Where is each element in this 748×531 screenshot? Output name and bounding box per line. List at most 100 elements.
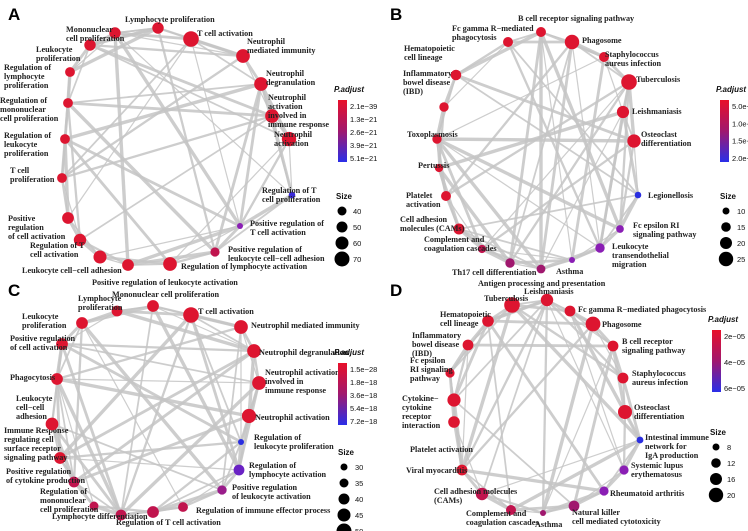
- node[interactable]: Lymphocyte proliferation: [125, 15, 215, 34]
- node[interactable]: Positive regulation of cell activation: [8, 212, 74, 241]
- node[interactable]: Phagosome: [585, 316, 642, 332]
- node-circle[interactable]: [569, 257, 575, 263]
- node-circle[interactable]: [462, 339, 474, 351]
- node-circle[interactable]: [68, 476, 80, 488]
- node[interactable]: Positive regulation of T cell activation: [237, 219, 324, 237]
- node[interactable]: Regulation of lymphocyte proliferation: [4, 63, 75, 90]
- node[interactable]: Platelet activation: [410, 416, 473, 454]
- node-circle[interactable]: [439, 102, 449, 112]
- node-circle[interactable]: [536, 27, 546, 37]
- node-circle[interactable]: [281, 131, 297, 147]
- node-circle[interactable]: [210, 247, 220, 257]
- node[interactable]: Systemic lupus erythematosus: [619, 461, 683, 479]
- node-circle[interactable]: [109, 27, 121, 39]
- node-circle[interactable]: [504, 297, 520, 313]
- node-circle[interactable]: [54, 452, 66, 464]
- node-circle[interactable]: [540, 293, 554, 307]
- node[interactable]: Leukocyte proliferation: [36, 39, 96, 63]
- node-circle[interactable]: [93, 250, 107, 264]
- node-circle[interactable]: [76, 317, 88, 329]
- node-circle[interactable]: [434, 163, 444, 173]
- node[interactable]: Lymphocyte proliferation: [78, 294, 123, 317]
- node-circle[interactable]: [636, 436, 644, 444]
- node[interactable]: Regulation of leukocyte proliferation: [238, 433, 334, 451]
- node-circle[interactable]: [238, 439, 244, 445]
- node[interactable]: Complement and coagulation cascades: [466, 505, 539, 527]
- node-circle[interactable]: [252, 376, 266, 390]
- node-circle[interactable]: [236, 49, 250, 63]
- node[interactable]: Mononuclear cell proliferation: [66, 25, 125, 43]
- node-circle[interactable]: [247, 344, 261, 358]
- node-circle[interactable]: [627, 134, 641, 148]
- node-circle[interactable]: [505, 258, 515, 268]
- node-circle[interactable]: [585, 316, 601, 332]
- node[interactable]: Regulation of T cell activation: [116, 506, 221, 527]
- node[interactable]: B cell receptor signaling pathway: [518, 14, 635, 37]
- node[interactable]: Osteoclast differentiation: [627, 130, 692, 148]
- node[interactable]: Cytokine− cytokine receptor interaction: [402, 393, 461, 430]
- node[interactable]: Leukocyte cell−cell adhesion: [22, 250, 122, 275]
- node-circle[interactable]: [56, 338, 68, 350]
- node-circle[interactable]: [84, 39, 96, 51]
- node[interactable]: Neutrophil degranulation: [247, 344, 349, 358]
- node-circle[interactable]: [234, 320, 248, 334]
- node[interactable]: Viral myocarditis: [406, 464, 468, 476]
- node-circle[interactable]: [564, 305, 576, 317]
- node[interactable]: Hematopoietic cell lineage: [440, 310, 494, 328]
- node-circle[interactable]: [183, 31, 199, 47]
- node[interactable]: Antigen processing and presentation: [478, 264, 606, 288]
- node[interactable]: Tuberculosis: [484, 294, 528, 313]
- node-circle[interactable]: [265, 109, 279, 123]
- node-circle[interactable]: [477, 244, 487, 254]
- node[interactable]: Regulation of lymphocyte activation: [163, 257, 308, 271]
- node-circle[interactable]: [217, 485, 227, 495]
- node-circle[interactable]: [447, 393, 461, 407]
- node-circle[interactable]: [233, 464, 245, 476]
- node[interactable]: Toxoplasmosis: [407, 130, 458, 144]
- node[interactable]: Leishmaniasis: [524, 287, 574, 307]
- node[interactable]: Staphylococcus aureus infection: [617, 369, 689, 387]
- node-circle[interactable]: [621, 74, 637, 90]
- node[interactable]: Tuberculosis: [621, 74, 680, 90]
- node[interactable]: Phagosome: [564, 34, 622, 50]
- node-circle[interactable]: [540, 510, 546, 516]
- node[interactable]: Cell adhesion molecules (CAMs): [434, 487, 517, 505]
- node[interactable]: Leukocyte transendothelial migration: [595, 242, 670, 269]
- node[interactable]: Rheumatoid arthritis: [599, 486, 684, 498]
- node[interactable]: Leishmaniasis: [616, 105, 682, 119]
- node[interactable]: Neutrophil degranulation: [254, 69, 316, 91]
- node[interactable]: Immune Response regulating cell surface re…: [4, 426, 69, 464]
- node-circle[interactable]: [152, 22, 164, 34]
- node-circle[interactable]: [634, 191, 642, 199]
- node-circle[interactable]: [506, 505, 516, 515]
- node[interactable]: T cell proliferation: [10, 166, 67, 184]
- node-circle[interactable]: [618, 405, 632, 419]
- node[interactable]: Lymphocyte differentiation: [52, 509, 148, 521]
- node-circle[interactable]: [65, 67, 75, 77]
- node[interactable]: Asthma: [556, 257, 583, 276]
- node[interactable]: Staphylococcus aureus infection: [599, 50, 661, 68]
- node-circle[interactable]: [456, 464, 468, 476]
- node-circle[interactable]: [482, 315, 494, 327]
- node[interactable]: Cell adhesion molecules (CAMs): [400, 215, 465, 235]
- node-circle[interactable]: [441, 191, 451, 201]
- node-circle[interactable]: [73, 233, 87, 247]
- node[interactable]: Natural killer cell mediated cytotoxicity: [568, 500, 662, 526]
- node-circle[interactable]: [51, 373, 63, 385]
- node-circle[interactable]: [445, 368, 455, 378]
- node-circle[interactable]: [183, 307, 199, 323]
- node-circle[interactable]: [595, 243, 605, 253]
- node-circle[interactable]: [254, 77, 268, 91]
- node[interactable]: Positive regulation of leukocyte cell−cel…: [210, 245, 325, 263]
- node-circle[interactable]: [475, 487, 489, 501]
- node[interactable]: Regulation of immune effector process: [178, 502, 330, 515]
- node-circle[interactable]: [115, 509, 127, 521]
- node-circle[interactable]: [122, 259, 134, 271]
- node-circle[interactable]: [60, 134, 70, 144]
- node-circle[interactable]: [62, 212, 74, 224]
- node-circle[interactable]: [564, 34, 580, 50]
- node[interactable]: Pertussis: [418, 161, 449, 173]
- node-circle[interactable]: [568, 500, 580, 512]
- node-circle[interactable]: [57, 173, 67, 183]
